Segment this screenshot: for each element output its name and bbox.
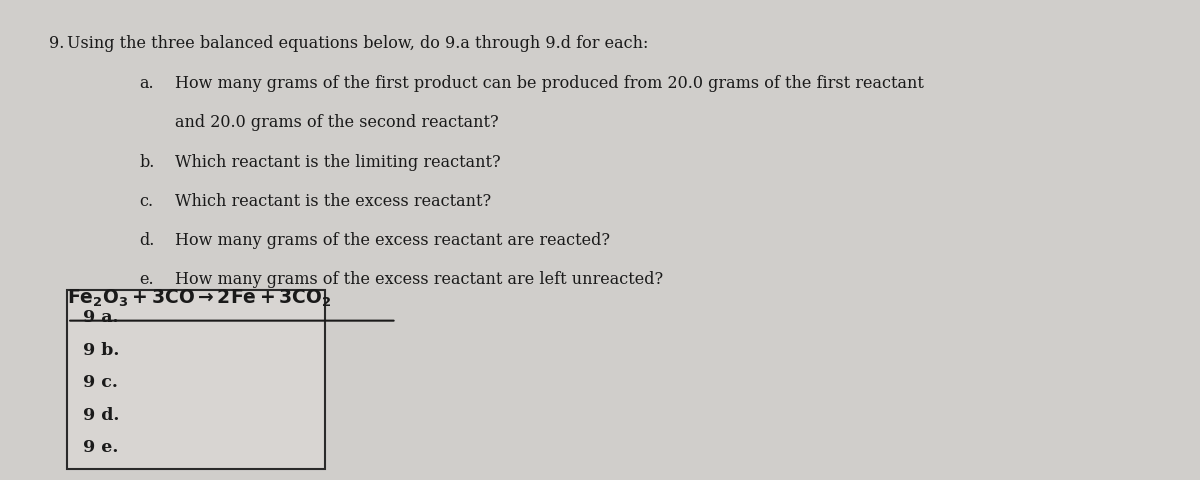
Text: How many grams of the first product can be produced from 20.0 grams of the first: How many grams of the first product can … bbox=[175, 75, 924, 92]
Text: a.: a. bbox=[139, 75, 154, 92]
Text: e.: e. bbox=[139, 271, 154, 288]
Text: 9 c.: 9 c. bbox=[83, 374, 118, 391]
Text: b.: b. bbox=[139, 154, 155, 170]
Text: 9.: 9. bbox=[49, 35, 65, 52]
Text: and 20.0 grams of the second reactant?: and 20.0 grams of the second reactant? bbox=[175, 115, 499, 132]
Text: Using the three balanced equations below, do 9.a through 9.d for each:: Using the three balanced equations below… bbox=[67, 35, 649, 52]
Text: Which reactant is the limiting reactant?: Which reactant is the limiting reactant? bbox=[175, 154, 500, 170]
Text: 9 d.: 9 d. bbox=[83, 407, 119, 424]
Text: How many grams of the excess reactant are reacted?: How many grams of the excess reactant ar… bbox=[175, 232, 610, 249]
Text: How many grams of the excess reactant are left unreacted?: How many grams of the excess reactant ar… bbox=[175, 271, 664, 288]
Text: Which reactant is the excess reactant?: Which reactant is the excess reactant? bbox=[175, 193, 491, 210]
FancyBboxPatch shape bbox=[67, 290, 325, 469]
Text: 9 e.: 9 e. bbox=[83, 439, 118, 456]
Text: c.: c. bbox=[139, 193, 154, 210]
Text: d.: d. bbox=[139, 232, 155, 249]
Text: $\mathbf{Fe_2O_3 + 3CO \rightarrow 2Fe + 3CO_2}$: $\mathbf{Fe_2O_3 + 3CO \rightarrow 2Fe +… bbox=[67, 287, 331, 309]
Text: 9 a.: 9 a. bbox=[83, 309, 119, 326]
Text: 9 b.: 9 b. bbox=[83, 342, 119, 359]
